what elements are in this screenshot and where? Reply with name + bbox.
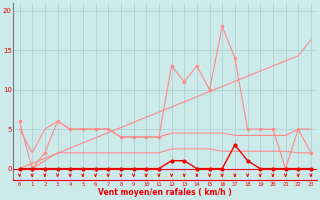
X-axis label: Vent moyen/en rafales ( km/h ): Vent moyen/en rafales ( km/h ) (98, 188, 232, 197)
